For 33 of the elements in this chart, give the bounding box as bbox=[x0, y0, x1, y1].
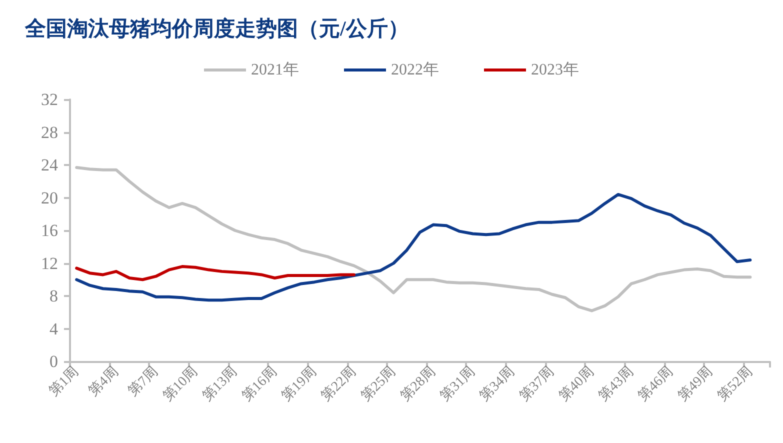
x-tick-label: 第4周 bbox=[85, 363, 122, 400]
y-tick-label: 32 bbox=[41, 90, 58, 109]
legend-label: 2023年 bbox=[531, 62, 579, 78]
x-tick-label: 第31周 bbox=[437, 363, 478, 404]
x-tick-label: 第34周 bbox=[476, 363, 518, 404]
line-series bbox=[75, 192, 752, 302]
x-tick-label: 第28周 bbox=[398, 363, 439, 404]
y-tick-label: 20 bbox=[41, 188, 58, 208]
y-tick-label: 16 bbox=[41, 221, 58, 240]
line-series bbox=[75, 166, 752, 312]
y-tick-label: 12 bbox=[41, 254, 58, 273]
legend-label: 2022年 bbox=[391, 62, 439, 78]
x-tick-label: 第16周 bbox=[239, 363, 280, 404]
x-tick-label: 第10周 bbox=[160, 363, 201, 404]
x-tick-label: 第40周 bbox=[556, 363, 597, 404]
chart-title: 全国淘汰母猪均价周度走势图（元/公斤） bbox=[24, 16, 409, 40]
x-tick-label: 第37周 bbox=[516, 363, 558, 404]
y-tick-label: 8 bbox=[50, 286, 58, 306]
x-tick-label: 第7周 bbox=[125, 363, 162, 400]
y-tick-label: 28 bbox=[41, 122, 58, 142]
y-tick-label: 4 bbox=[50, 319, 58, 338]
y-tick-label: 24 bbox=[41, 156, 58, 174]
x-tick-label: 第43周 bbox=[596, 363, 637, 404]
x-tick-label: 第22周 bbox=[318, 363, 360, 404]
line-series bbox=[75, 265, 356, 282]
x-tick-label: 第52周 bbox=[714, 363, 756, 404]
x-tick-label: 第13周 bbox=[199, 363, 240, 404]
legend-label: 2021年 bbox=[251, 62, 299, 78]
x-tick-label: 第19周 bbox=[278, 363, 320, 404]
y-tick-label: 0 bbox=[50, 352, 58, 371]
x-tick-label: 第49周 bbox=[674, 363, 716, 404]
x-tick-label: 第46周 bbox=[635, 363, 676, 404]
x-tick-label: 第25周 bbox=[358, 363, 399, 404]
